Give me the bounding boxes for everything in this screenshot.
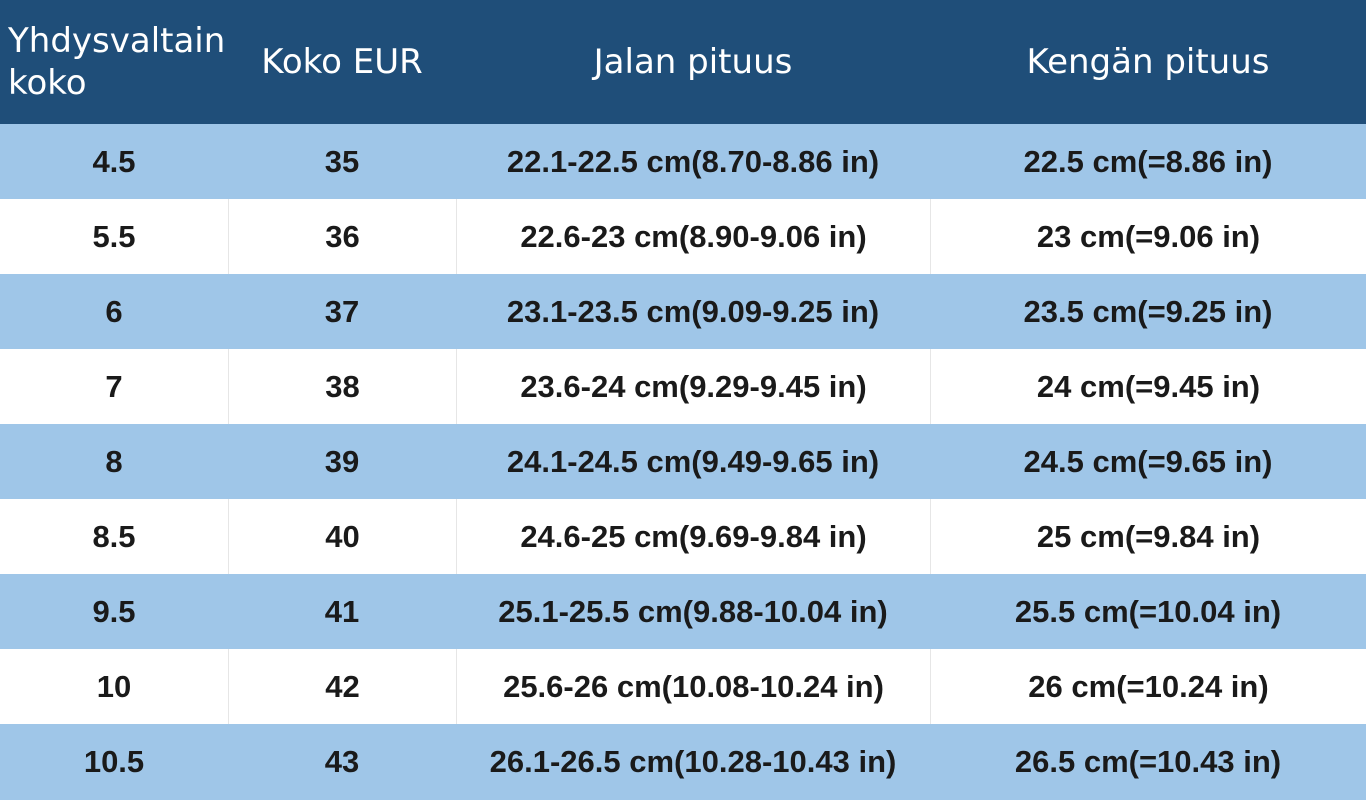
table-row: 9.5 41 25.1-25.5 cm(9.88-10.04 in) 25.5 … [0, 574, 1366, 649]
cell-shoe-length: 25 cm(=9.84 in) [930, 499, 1366, 574]
cell-us-size: 10 [96, 668, 132, 704]
header-eur-size-label: Koko EUR [261, 42, 423, 82]
cell-foot-length: 22.6-23 cm(8.90-9.06 in) [456, 199, 930, 274]
table-row: 10.5 43 26.1-26.5 cm(10.28-10.43 in) 26.… [0, 724, 1366, 800]
table-header-row: Yhdysvaltain koko Koko EUR Jalan pituus … [0, 0, 1366, 124]
cell-us-size: 9.5 [92, 593, 136, 629]
cell-us-size: 5.5 [92, 218, 136, 254]
cell-eur-size: 40 [228, 499, 456, 574]
cell-us-size: 8 [105, 443, 123, 479]
table-row: 7 38 23.6-24 cm(9.29-9.45 in) 24 cm(=9.4… [0, 349, 1366, 424]
header-eur-size: Koko EUR [228, 0, 456, 124]
cell-us-size: 6 [105, 293, 123, 329]
cell-eur-size: 42 [228, 649, 456, 724]
cell-us-size: 8.5 [92, 518, 136, 554]
cell-shoe-length: 23 cm(=9.06 in) [930, 199, 1366, 274]
cell-foot-length: 25.1-25.5 cm(9.88-10.04 in) [498, 593, 888, 629]
cell-shoe-length: 23.5 cm(=9.25 in) [1023, 293, 1273, 329]
cell-eur-size: 35 [324, 143, 360, 179]
header-shoe-length: Kengän pituus [930, 0, 1366, 124]
cell-foot-length: 24.6-25 cm(9.69-9.84 in) [456, 499, 930, 574]
table-row: 8.5 40 24.6-25 cm(9.69-9.84 in) 25 cm(=9… [0, 499, 1366, 574]
cell-shoe-length: 22.5 cm(=8.86 in) [1023, 143, 1273, 179]
cell-foot-length: 26.1-26.5 cm(10.28-10.43 in) [489, 744, 897, 779]
cell-shoe-length: 24.5 cm(=9.65 in) [1023, 443, 1273, 479]
header-shoe-length-label: Kengän pituus [1026, 42, 1270, 82]
cell-eur-size: 43 [324, 744, 360, 779]
header-us-size-line2: koko [8, 63, 87, 103]
cell-us-size: 4.5 [92, 143, 136, 179]
cell-shoe-length: 26 cm(=10.24 in) [930, 649, 1366, 724]
cell-shoe-length: 24 cm(=9.45 in) [930, 349, 1366, 424]
cell-shoe-length: 26.5 cm(=10.43 in) [1014, 744, 1282, 779]
cell-eur-size: 39 [324, 443, 360, 479]
cell-us-size: 7 [105, 368, 123, 404]
cell-eur-size: 38 [228, 349, 456, 424]
cell-foot-length: 22.1-22.5 cm(8.70-8.86 in) [506, 143, 880, 179]
cell-foot-length: 23.1-23.5 cm(9.09-9.25 in) [506, 293, 880, 329]
table-row: 6 37 23.1-23.5 cm(9.09-9.25 in) 23.5 cm(… [0, 274, 1366, 349]
header-foot-length-label: Jalan pituus [593, 42, 793, 82]
header-us-size-line1: Yhdysvaltain [8, 21, 226, 61]
table-row: 10 42 25.6-26 cm(10.08-10.24 in) 26 cm(=… [0, 649, 1366, 724]
cell-us-size: 10.5 [83, 744, 145, 779]
header-us-size: Yhdysvaltain koko [8, 0, 226, 124]
table-row: 8 39 24.1-24.5 cm(9.49-9.65 in) 24.5 cm(… [0, 424, 1366, 499]
cell-foot-length: 25.6-26 cm(10.08-10.24 in) [456, 649, 930, 724]
table-row: 4.5 35 22.1-22.5 cm(8.70-8.86 in) 22.5 c… [0, 124, 1366, 199]
cell-eur-size: 37 [324, 293, 360, 329]
cell-eur-size: 41 [324, 593, 360, 629]
cell-shoe-length: 25.5 cm(=10.04 in) [1014, 593, 1282, 629]
header-foot-length: Jalan pituus [456, 0, 930, 124]
cell-foot-length: 24.1-24.5 cm(9.49-9.65 in) [506, 443, 880, 479]
cell-foot-length: 23.6-24 cm(9.29-9.45 in) [456, 349, 930, 424]
cell-eur-size: 36 [228, 199, 456, 274]
table-row: 5.5 36 22.6-23 cm(8.90-9.06 in) 23 cm(=9… [0, 199, 1366, 274]
